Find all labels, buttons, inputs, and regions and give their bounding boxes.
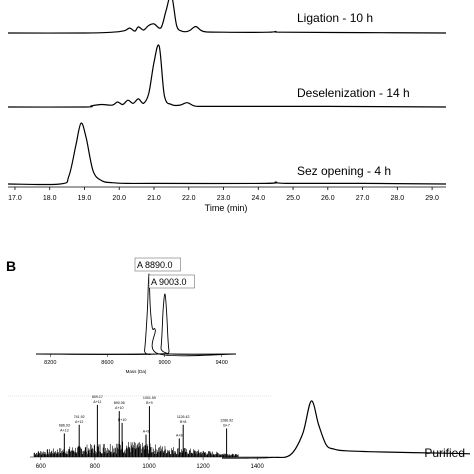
panel-b-esi-spectrum: 686.93A+13 741.92A+12 809.17A+11 890.06A+10… (8, 395, 272, 470)
ms-peak-charge-label: A+13 (60, 428, 69, 432)
ms-peak-label: B+10 (118, 418, 127, 422)
mz-tick-label: 800 (90, 464, 101, 470)
ms-peak-charge-label: B+9 (146, 401, 153, 405)
ms-peak-charge-label: B+8 (180, 420, 187, 424)
ms-peak-charge-label: B+7 (223, 423, 230, 427)
panel-a-chromatograms: Ligation - 10 h Deselenization - 14 h Sez … (7, 0, 447, 213)
time-axis-label: Time (min) (205, 203, 248, 213)
trace-label-1: Ligation - 10 h (297, 11, 373, 25)
trace-2 (7, 44, 447, 108)
purified-trace (221, 400, 471, 459)
time-tick-label: 17.0 (8, 195, 22, 202)
time-tick-label: 25.0 (286, 195, 300, 202)
ms-peak-label: 1286.92 (220, 418, 233, 422)
ms-peak-label: 1001.59 (143, 396, 156, 400)
time-tick-label: 27.0 (356, 195, 370, 202)
trace-label-3: Sez opening - 4 h (297, 164, 391, 178)
ms-peak-charge-label: A+11 (93, 400, 101, 404)
ms-peak-label: 1126.42 (177, 415, 190, 419)
trace-3 (7, 122, 447, 186)
mass-annotation-label: A 8890.0 (137, 260, 173, 270)
ms-peak-label: 809.17 (92, 395, 103, 399)
mz-tick-label: 1200 (196, 464, 210, 470)
time-tick-label: 24.0 (251, 195, 265, 202)
trace-label-2: Deselenization - 14 h (297, 86, 410, 100)
ms-peak-label: 890.06 (114, 401, 125, 405)
ms-peak-label: A+9 (143, 430, 150, 434)
mass-tick-label: 9400 (216, 360, 228, 366)
time-tick-label: 19.0 (78, 195, 92, 202)
time-tick-label: 26.0 (321, 195, 335, 202)
mass-tick-label: 9000 (158, 360, 170, 366)
mass-tick-label: 8600 (101, 360, 113, 366)
purified-label: Purified (424, 446, 465, 460)
time-tick-label: 22.0 (182, 195, 196, 202)
mz-tick-label: 1400 (251, 464, 265, 470)
panel-b-mass-spectrum-inset: 8200 8600 9000 9400 Mass (Da) A 8890.0 A 900… (35, 257, 237, 374)
trace-1 (7, 0, 447, 34)
time-tick-label: 29.0 (425, 195, 439, 202)
time-tick-label: 21.0 (147, 195, 161, 202)
mass-annotation-box (148, 274, 195, 289)
time-tick-label: 23.0 (217, 195, 231, 202)
ms-peak-label: 686.93 (59, 423, 70, 427)
mass-trace-2 (35, 293, 237, 355)
mass-trace-1 (35, 273, 237, 357)
mass-tick-label: 8200 (44, 360, 56, 366)
mass-annotation-box (134, 257, 181, 272)
time-tick-label: 18.0 (43, 195, 57, 202)
panel-b-purified-hplc: Purified (221, 400, 471, 460)
mass-axis-label: Mass (Da) (126, 369, 147, 374)
ms-peak-label: 741.92 (74, 415, 85, 419)
ms-peak-charge-label: A+12 (75, 420, 84, 424)
ms-peak-label: A+8 (176, 433, 183, 437)
time-tick-label: 28.0 (391, 195, 405, 202)
mass-annotation-label: A 9003.0 (151, 277, 187, 287)
ms-peak-charge-label: A+10 (115, 406, 124, 410)
panel-b-label: B (6, 258, 16, 274)
mz-tick-label: 600 (36, 464, 47, 470)
mz-tick-label: 1000 (142, 464, 156, 470)
time-tick-label: 20.0 (112, 195, 126, 202)
